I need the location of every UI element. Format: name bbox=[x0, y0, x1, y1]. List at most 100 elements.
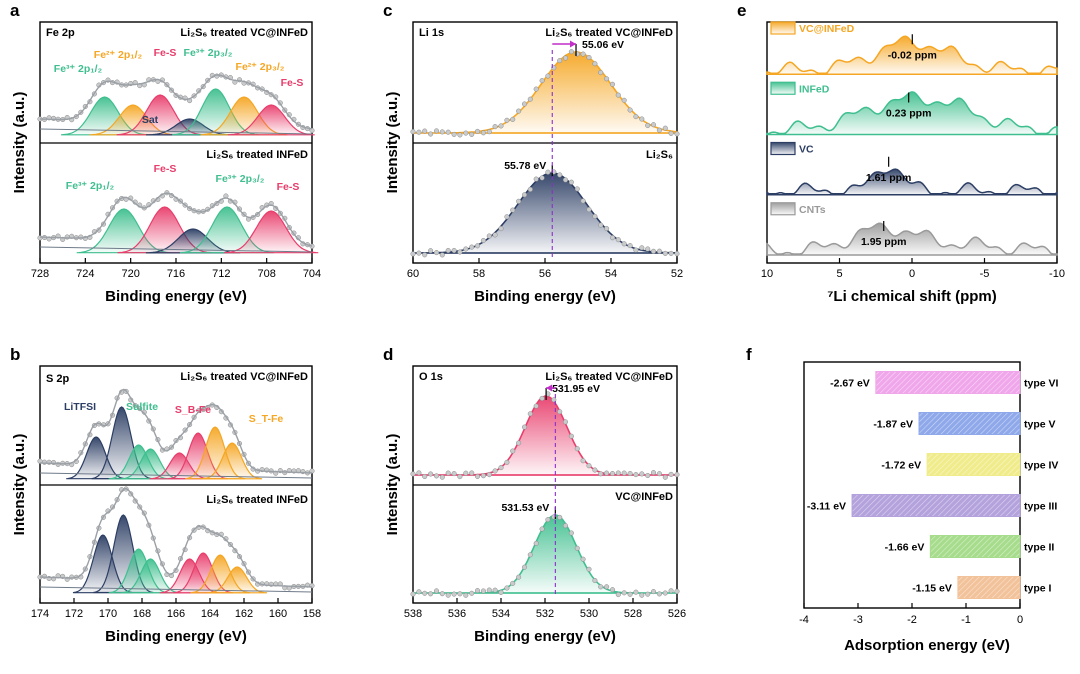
data-point bbox=[474, 473, 481, 479]
data-point bbox=[451, 591, 457, 597]
data-point bbox=[504, 214, 510, 220]
data-point bbox=[662, 474, 668, 480]
data-point bbox=[551, 397, 557, 403]
data-point bbox=[527, 96, 533, 102]
peak-value-label: -0.02 ppm bbox=[888, 49, 937, 61]
subplot-title: Li₂S₆ treated VC@INFeD bbox=[180, 27, 308, 39]
legend-label: CNTs bbox=[799, 204, 826, 216]
data-point bbox=[668, 588, 674, 594]
data-point bbox=[627, 591, 633, 597]
data-point bbox=[674, 251, 680, 257]
data-point bbox=[656, 248, 662, 254]
data-point bbox=[650, 470, 657, 476]
data-point bbox=[486, 472, 492, 478]
data-point bbox=[662, 125, 668, 131]
fit-peak bbox=[224, 210, 319, 254]
peak-label: Fe³⁺ 2p₃/₂ bbox=[216, 173, 265, 185]
data-point bbox=[639, 592, 645, 598]
data-point bbox=[586, 207, 592, 213]
data-point bbox=[504, 117, 510, 123]
peak-value-label: 55.06 eV bbox=[582, 39, 624, 51]
x-tick-label: 536 bbox=[448, 608, 466, 620]
envelope-line bbox=[39, 74, 313, 130]
data-point bbox=[662, 590, 668, 596]
x-tick-label: 52 bbox=[671, 268, 683, 280]
data-point bbox=[580, 556, 586, 562]
data-point bbox=[557, 514, 563, 520]
data-point bbox=[486, 233, 492, 239]
subplot-title: Li₂S₆ treated VC@INFeD bbox=[545, 371, 673, 383]
fit-peak bbox=[413, 51, 678, 134]
x-tick-label: 58 bbox=[473, 268, 485, 280]
x-tick-label: 162 bbox=[235, 608, 253, 620]
data-point bbox=[492, 232, 498, 238]
data-point bbox=[604, 225, 610, 232]
x-tick-label: 174 bbox=[31, 608, 49, 620]
data-point bbox=[533, 86, 539, 92]
data-point bbox=[498, 226, 504, 232]
data-point bbox=[615, 237, 621, 243]
data-point bbox=[445, 592, 451, 598]
data-point bbox=[480, 588, 486, 594]
peak-label: Fe-S bbox=[277, 181, 300, 193]
data-point bbox=[574, 186, 580, 192]
data-point bbox=[433, 588, 440, 594]
data-point bbox=[650, 589, 657, 595]
bar-type-iv bbox=[926, 453, 1021, 476]
data-point bbox=[527, 186, 533, 192]
data-point bbox=[416, 470, 422, 476]
data-point bbox=[586, 463, 592, 469]
panel-label: b bbox=[10, 345, 20, 364]
data-point bbox=[633, 589, 639, 595]
data-point bbox=[41, 573, 48, 579]
envelope-line bbox=[39, 192, 313, 247]
data-point bbox=[615, 470, 621, 476]
data-point bbox=[609, 470, 616, 477]
data-point bbox=[410, 591, 416, 597]
data-point bbox=[650, 122, 657, 128]
bar-value-label: -1.87 eV bbox=[873, 419, 913, 431]
data-point bbox=[433, 473, 440, 479]
y-axis-title: Intensity (a.u.) bbox=[384, 92, 401, 194]
data-point bbox=[451, 247, 457, 254]
x-tick-label: 60 bbox=[407, 268, 419, 280]
data-point bbox=[604, 470, 610, 476]
data-point bbox=[451, 471, 457, 477]
data-point bbox=[439, 129, 445, 135]
data-point bbox=[562, 523, 569, 529]
data-point bbox=[498, 589, 504, 595]
data-point bbox=[492, 468, 498, 474]
peak-value-label: 1.61 ppm bbox=[866, 172, 912, 184]
shift-arrow-head bbox=[570, 40, 577, 48]
nmr-spectrum bbox=[766, 35, 1058, 75]
data-point bbox=[645, 591, 651, 597]
category-label: type II bbox=[1024, 542, 1054, 554]
data-point bbox=[416, 250, 422, 256]
data-point bbox=[668, 130, 674, 136]
data-point bbox=[545, 169, 551, 175]
data-point bbox=[598, 584, 604, 590]
data-point bbox=[422, 252, 428, 258]
data-point bbox=[69, 574, 75, 580]
data-point bbox=[627, 470, 633, 477]
bar-value-label: -2.67 eV bbox=[830, 378, 870, 390]
data-point bbox=[539, 526, 545, 532]
subplot-title: Li₂S₆ bbox=[646, 149, 673, 161]
data-point bbox=[633, 472, 639, 478]
x-tick-label: 528 bbox=[624, 608, 642, 620]
data-point bbox=[621, 470, 627, 476]
data-point bbox=[516, 198, 522, 204]
legend-label: VC@INFeD bbox=[799, 23, 855, 35]
x-tick-label: 716 bbox=[167, 268, 185, 280]
x-axis-title: Adsorption energy (eV) bbox=[844, 637, 1010, 654]
x-tick-label: 5 bbox=[836, 268, 842, 280]
peak-label: Sulfite bbox=[126, 401, 158, 413]
fit-peak bbox=[413, 514, 677, 594]
data-point bbox=[486, 129, 492, 135]
data-point bbox=[562, 55, 569, 61]
data-point bbox=[416, 589, 422, 595]
data-point bbox=[592, 213, 598, 219]
data-point bbox=[410, 129, 416, 135]
bar-type-v bbox=[918, 412, 1021, 435]
data-point bbox=[615, 592, 621, 598]
